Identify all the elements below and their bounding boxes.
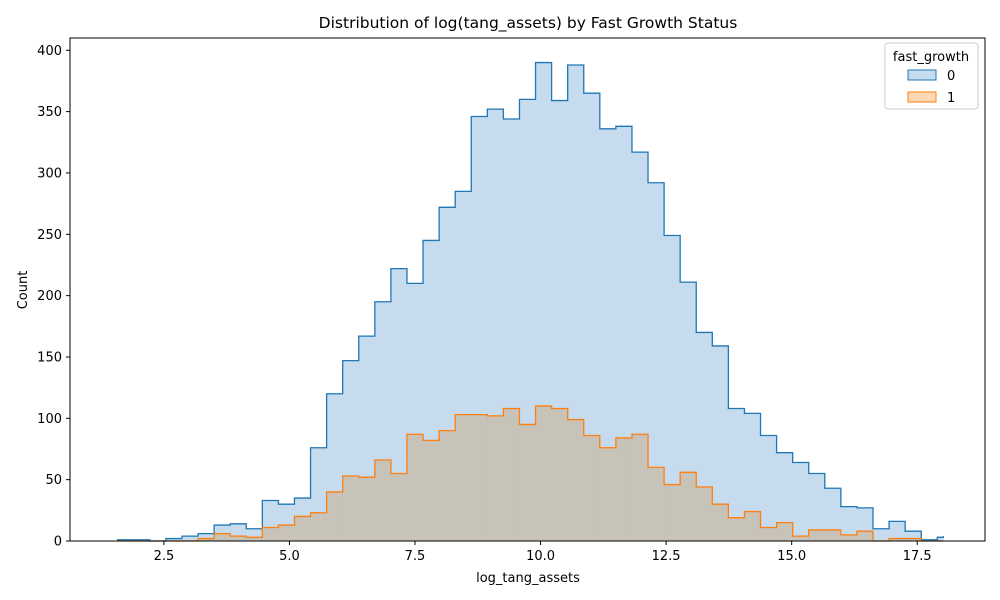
series-1-bin-11 — [294, 516, 311, 541]
series-0-bin-34 — [664, 235, 681, 541]
series-1-bin-38 — [728, 517, 745, 541]
x-tick-label-4: 12.5 — [652, 549, 681, 564]
series-1-bin-44 — [824, 529, 842, 541]
series-1-bin-22 — [471, 414, 488, 541]
series-0-bin-49 — [905, 531, 922, 541]
series-1-bin-35 — [680, 472, 697, 541]
series-1-bin-16 — [374, 460, 392, 541]
series-1-bin-15 — [358, 477, 376, 541]
series-0-bin-42 — [792, 462, 810, 541]
series-1-bin-5 — [198, 538, 215, 541]
series-1-bin-21 — [455, 414, 472, 541]
y-tick-label-5: 250 — [37, 228, 62, 243]
series-0-bin-5 — [198, 533, 215, 541]
y-tick-label-2: 100 — [37, 412, 62, 427]
series-0-bin-47 — [873, 528, 890, 541]
plot-area: 2.5 5.0 7.5 10.0 12.5 15.0 17.5 0 50 100 150 200 250… — [37, 37, 986, 564]
y-tick-label-6: 300 — [37, 166, 62, 181]
legend: fast_growth 0 1 — [884, 42, 979, 110]
legend-swatch-0 — [907, 69, 937, 81]
series-0-bin-37 — [712, 345, 729, 541]
y-tick-label-3: 150 — [37, 350, 62, 365]
series-0-bin-48 — [889, 521, 906, 541]
series-1-bin-10 — [278, 525, 295, 541]
series-0-bin-30 — [599, 128, 617, 542]
series-1-bin-27 — [551, 408, 569, 541]
series-1-outline — [117, 405, 944, 542]
y-tick-label-0: 0 — [54, 535, 62, 550]
y-axis-label: Count — [16, 271, 31, 310]
series-0-bin-4 — [181, 536, 199, 541]
series-1-bin-36 — [696, 487, 713, 541]
series-1-bin-32 — [631, 434, 649, 541]
x-tick-label-1: 5.0 — [279, 549, 300, 564]
legend-swatch-1 — [907, 91, 937, 103]
chart-title: Distribution of log(tang_assets) by Fast… — [319, 14, 738, 33]
series-0-bin-40 — [760, 435, 777, 541]
series-1-bin-45 — [840, 534, 858, 541]
legend-label-0: 0 — [947, 69, 955, 84]
x-tick-label-0: 2.5 — [154, 549, 175, 564]
series-1-bin-9 — [262, 527, 279, 541]
series-0-bin-44 — [824, 488, 842, 541]
series-1-bin-19 — [423, 440, 440, 541]
series-1-bin-34 — [664, 484, 681, 541]
series-1-bin-49 — [905, 538, 922, 541]
series-1-bin-37 — [712, 504, 729, 541]
series-1-bin-17 — [390, 473, 408, 541]
series-1-bin-18 — [406, 434, 424, 541]
series-0-bin-45 — [840, 506, 858, 541]
x-tick-label-2: 7.5 — [405, 549, 426, 564]
series-1-bin-31 — [615, 437, 633, 541]
series-0-bin-29 — [583, 93, 601, 542]
y-tick-label-4: 200 — [37, 289, 62, 304]
series-1-bin-23 — [487, 415, 504, 541]
series-1-bin-46 — [856, 531, 874, 541]
series-1-bin-39 — [744, 511, 761, 541]
series-1-bin-20 — [439, 430, 456, 541]
plot-frame — [69, 37, 986, 542]
series-1-bins — [198, 406, 922, 541]
series-0-bin-33 — [648, 182, 665, 541]
series-0-bin-41 — [776, 452, 794, 541]
series-0-bin-3 — [165, 538, 183, 541]
series-1-bin-28 — [567, 419, 585, 541]
series-1-bin-13 — [326, 491, 344, 541]
series-0-bin-43 — [808, 473, 826, 541]
series-1-bin-26 — [535, 406, 553, 541]
series-1-bin-40 — [760, 527, 777, 541]
series-1-bin-48 — [889, 538, 906, 541]
series-1-bin-14 — [342, 475, 360, 541]
x-tick-label-5: 15.0 — [777, 549, 806, 564]
series-1-bin-25 — [519, 424, 536, 541]
series-1-bin-24 — [503, 408, 520, 541]
series-1-bin-42 — [792, 536, 810, 541]
series-1-bin-30 — [599, 447, 617, 541]
y-tick-label-1: 50 — [45, 473, 62, 488]
y-tick-label-8: 400 — [37, 44, 62, 59]
x-axis-label: log_tang_assets — [476, 571, 580, 586]
series-0-outline — [117, 61, 944, 542]
x-tick-label-3: 10.0 — [526, 549, 555, 564]
legend-label-1: 1 — [947, 91, 955, 106]
x-tick-label-6: 17.5 — [903, 549, 932, 564]
series-0-bin-39 — [744, 413, 761, 541]
legend-title: fast_growth — [893, 50, 969, 65]
series-1-bin-41 — [776, 522, 794, 541]
series-0-bin-38 — [728, 408, 745, 541]
series-0-bin-51 — [937, 537, 944, 541]
series-1-bin-33 — [648, 467, 665, 541]
series-1-bin-12 — [310, 512, 328, 541]
series-1-bin-8 — [246, 537, 263, 541]
series-1-bin-29 — [583, 435, 601, 541]
series-1-bin-7 — [230, 536, 247, 541]
y-tick-label-7: 350 — [37, 105, 62, 120]
series-1-bin-43 — [808, 529, 826, 541]
series-1-bin-6 — [214, 533, 231, 541]
